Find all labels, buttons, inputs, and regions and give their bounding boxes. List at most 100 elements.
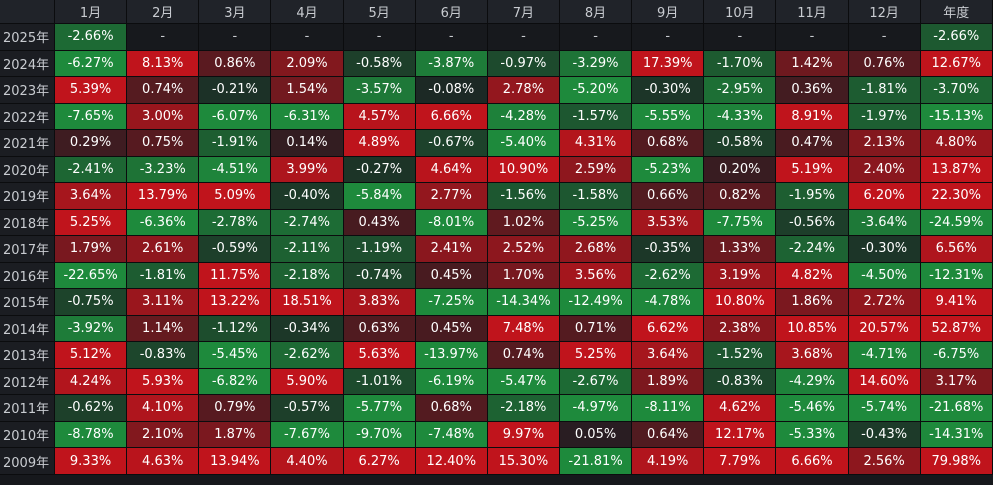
column-header[interactable]: 9月 bbox=[632, 0, 705, 24]
monthly-return-cell: 0.05% bbox=[559, 421, 633, 449]
monthly-return-cell: -12.49% bbox=[559, 289, 633, 316]
annual-return-cell: 6.56% bbox=[920, 236, 993, 263]
monthly-return-cell: 2.68% bbox=[559, 236, 633, 263]
column-header[interactable]: 8月 bbox=[559, 0, 633, 24]
monthly-return-cell: -2.41% bbox=[55, 156, 128, 184]
monthly-return-cell: - bbox=[199, 24, 272, 51]
monthly-return-cell: -13.97% bbox=[415, 342, 488, 369]
monthly-return-cell: 0.86% bbox=[199, 50, 272, 78]
monthly-return-cell: 1.79% bbox=[55, 236, 128, 263]
column-header[interactable]: 11月 bbox=[776, 0, 849, 24]
monthly-return-cell: -7.67% bbox=[271, 421, 344, 449]
monthly-return-cell: -4.28% bbox=[487, 103, 560, 131]
monthly-return-cell: 6.66% bbox=[776, 448, 849, 475]
monthly-return-cell: 5.25% bbox=[559, 342, 633, 369]
monthly-return-cell: -2.62% bbox=[271, 342, 344, 369]
monthly-return-cell: 0.20% bbox=[704, 156, 777, 184]
monthly-return-cell: -1.81% bbox=[848, 77, 921, 104]
monthly-return-cell: -0.74% bbox=[343, 262, 416, 290]
monthly-return-cell: 3.56% bbox=[559, 262, 633, 290]
monthly-return-cell: 1.14% bbox=[127, 315, 200, 343]
monthly-return-cell: 2.77% bbox=[415, 183, 488, 210]
monthly-return-cell: 5.12% bbox=[55, 342, 128, 369]
monthly-return-cell: 13.94% bbox=[199, 448, 272, 475]
monthly-return-cell: -5.55% bbox=[632, 103, 705, 131]
monthly-return-cell: -5.47% bbox=[487, 368, 560, 396]
column-header[interactable]: 2月 bbox=[127, 0, 200, 24]
monthly-return-cell: 0.47% bbox=[776, 130, 849, 157]
monthly-return-cell: 0.45% bbox=[415, 262, 488, 290]
monthly-return-cell: 18.51% bbox=[271, 289, 344, 316]
annual-return-cell: 22.30% bbox=[920, 183, 993, 210]
monthly-return-cell: 15.30% bbox=[487, 448, 560, 475]
column-header[interactable]: 3月 bbox=[199, 0, 272, 24]
monthly-return-cell: -8.78% bbox=[55, 421, 128, 449]
annual-return-cell: 79.98% bbox=[920, 448, 993, 475]
monthly-return-cell: -2.62% bbox=[632, 262, 705, 290]
monthly-return-cell: -3.23% bbox=[127, 156, 200, 184]
monthly-return-cell: 2.61% bbox=[127, 236, 200, 263]
monthly-return-cell: 0.63% bbox=[343, 315, 416, 343]
monthly-return-cell: -6.19% bbox=[415, 368, 488, 396]
column-header[interactable]: 12月 bbox=[848, 0, 921, 24]
monthly-return-cell: -1.12% bbox=[199, 315, 272, 343]
monthly-return-cell: -0.83% bbox=[127, 342, 200, 369]
monthly-return-cell: 2.41% bbox=[415, 236, 488, 263]
monthly-return-cell: -2.66% bbox=[55, 24, 128, 51]
monthly-return-cell: -0.58% bbox=[343, 50, 416, 78]
monthly-return-cell: 0.74% bbox=[127, 77, 200, 104]
monthly-return-cell: -2.18% bbox=[271, 262, 344, 290]
monthly-return-cell: -2.24% bbox=[776, 236, 849, 263]
column-header[interactable]: 6月 bbox=[415, 0, 488, 24]
monthly-return-cell: -2.18% bbox=[487, 395, 560, 422]
monthly-return-cell: -0.40% bbox=[271, 183, 344, 210]
monthly-return-cell: 0.29% bbox=[55, 130, 128, 157]
monthly-return-cell: -5.46% bbox=[776, 395, 849, 422]
monthly-return-cell: -14.34% bbox=[487, 289, 560, 316]
row-label-year: 2025年 bbox=[0, 24, 55, 51]
monthly-return-cell: 5.63% bbox=[343, 342, 416, 369]
monthly-return-cell: -2.74% bbox=[271, 209, 344, 237]
column-header[interactable]: 1月 bbox=[55, 0, 128, 24]
monthly-return-cell: 1.89% bbox=[632, 368, 705, 396]
column-header[interactable]: 5月 bbox=[343, 0, 416, 24]
row-label-year: 2014年 bbox=[0, 315, 55, 343]
monthly-return-cell: -5.20% bbox=[559, 77, 633, 104]
monthly-return-cell: -1.52% bbox=[704, 342, 777, 369]
column-header[interactable]: 年度 bbox=[920, 0, 993, 24]
monthly-return-cell: 2.52% bbox=[487, 236, 560, 263]
monthly-return-cell: 3.00% bbox=[127, 103, 200, 131]
monthly-return-cell: 0.82% bbox=[704, 183, 777, 210]
monthly-return-cell: -7.65% bbox=[55, 103, 128, 131]
bottom-strip bbox=[0, 475, 993, 485]
monthly-return-cell: 13.79% bbox=[127, 183, 200, 210]
annual-return-cell: -14.31% bbox=[920, 421, 993, 449]
monthly-return-cell: 2.38% bbox=[704, 315, 777, 343]
row-label-year: 2018年 bbox=[0, 209, 55, 237]
monthly-return-cell: 8.91% bbox=[776, 103, 849, 131]
column-header[interactable]: 7月 bbox=[487, 0, 560, 24]
monthly-return-cell: -0.43% bbox=[848, 421, 921, 449]
column-header[interactable]: 4月 bbox=[271, 0, 344, 24]
row-label-year: 2015年 bbox=[0, 289, 55, 316]
column-header[interactable]: 10月 bbox=[704, 0, 777, 24]
monthly-return-cell: 14.60% bbox=[848, 368, 921, 396]
monthly-return-cell: 0.74% bbox=[487, 342, 560, 369]
monthly-return-cell: -8.11% bbox=[632, 395, 705, 422]
monthly-return-cell: 0.66% bbox=[632, 183, 705, 210]
monthly-return-cell: -2.67% bbox=[559, 368, 633, 396]
monthly-return-cell: -0.30% bbox=[632, 77, 705, 104]
monthly-return-cell: -5.33% bbox=[776, 421, 849, 449]
monthly-return-cell: -4.78% bbox=[632, 289, 705, 316]
row-label-year: 2021年 bbox=[0, 130, 55, 157]
monthly-return-cell: - bbox=[704, 24, 777, 51]
monthly-return-cell: -2.78% bbox=[199, 209, 272, 237]
monthly-return-cell: 3.99% bbox=[271, 156, 344, 184]
monthly-return-cell: -4.97% bbox=[559, 395, 633, 422]
monthly-return-cell: 0.45% bbox=[415, 315, 488, 343]
monthly-return-cell: -0.35% bbox=[632, 236, 705, 263]
monthly-return-cell: 9.97% bbox=[487, 421, 560, 449]
monthly-return-cell: 6.27% bbox=[343, 448, 416, 475]
monthly-return-cell: 3.68% bbox=[776, 342, 849, 369]
monthly-return-cell: -7.25% bbox=[415, 289, 488, 316]
